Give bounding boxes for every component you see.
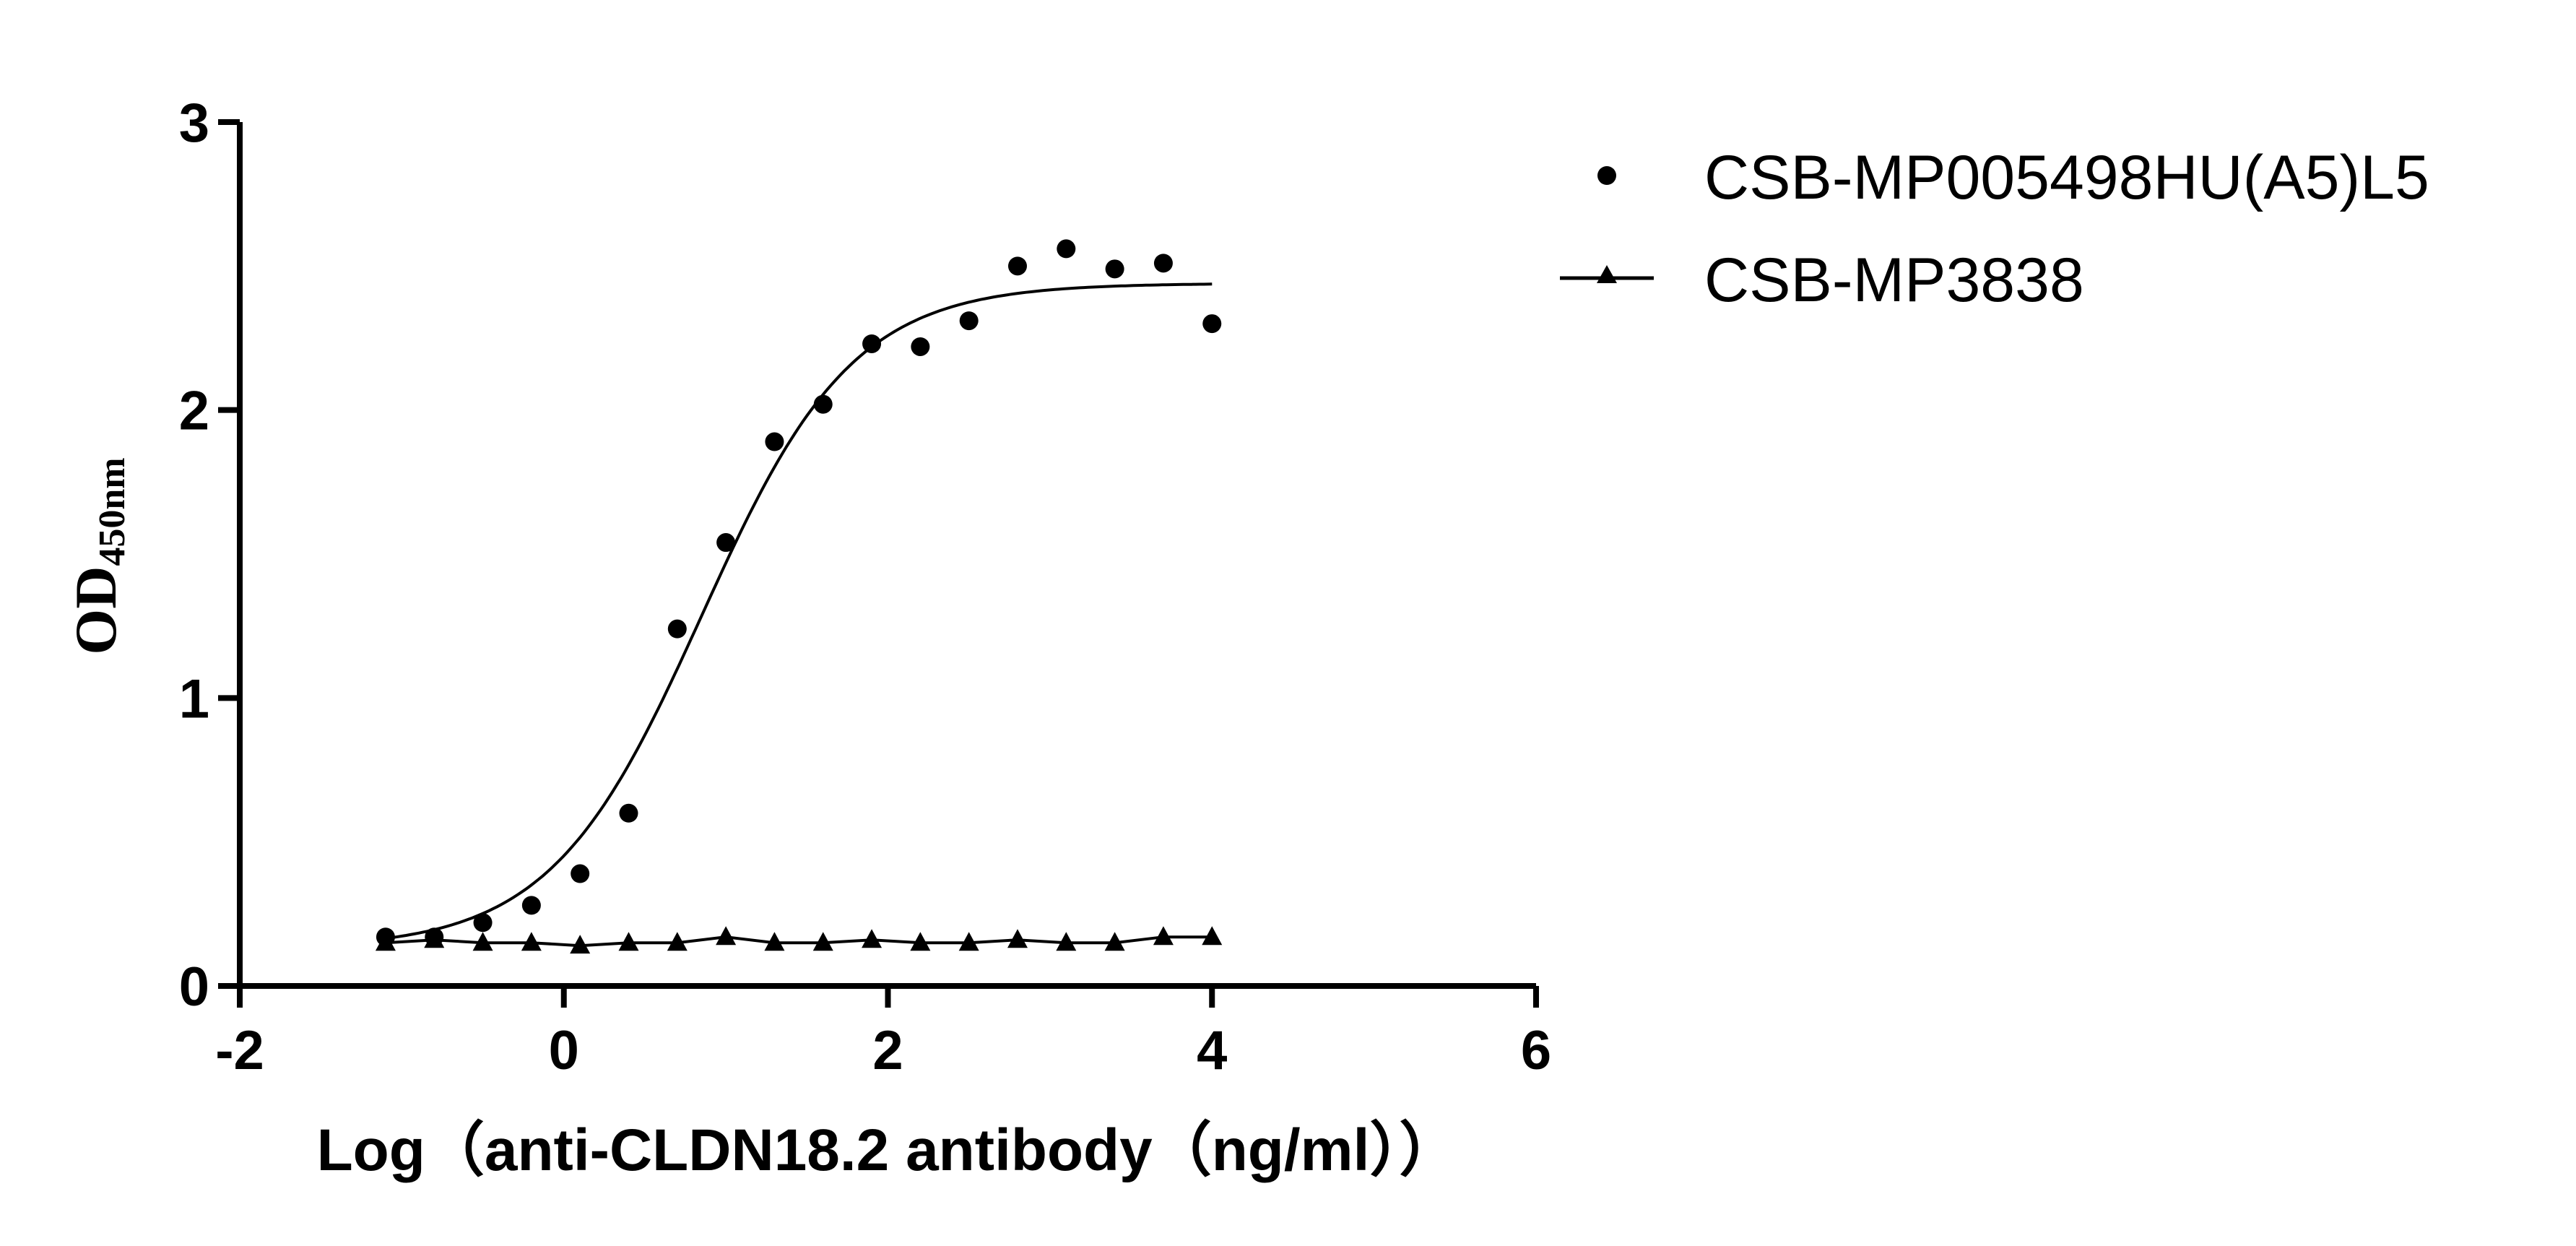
point-series-0 xyxy=(1057,239,1076,259)
y-axis-label: OD450nm xyxy=(63,457,133,654)
point-series-1 xyxy=(764,932,785,951)
line-series-1 xyxy=(385,935,1213,948)
point-series-1 xyxy=(570,935,591,954)
point-series-1 xyxy=(1056,932,1077,951)
point-series-0 xyxy=(911,337,930,356)
point-series-0 xyxy=(1008,256,1027,276)
y-tick-label: 1 xyxy=(179,668,209,730)
legend: CSB-MP005498HU(A5)L5 CSB-MP3838 xyxy=(1560,143,2429,315)
point-series-1 xyxy=(1153,926,1174,946)
point-series-1 xyxy=(716,926,737,946)
point-series-0 xyxy=(862,334,882,353)
x-tick-label: 4 xyxy=(1197,1020,1227,1081)
point-series-0 xyxy=(521,896,541,915)
y-axis-label-main: OD xyxy=(63,566,129,655)
point-series-1 xyxy=(862,929,882,948)
point-series-1 xyxy=(958,932,979,951)
legend-label-0: CSB-MP005498HU(A5)L5 xyxy=(1704,143,2429,212)
legend-marker-circle xyxy=(1597,166,1616,185)
marks xyxy=(375,239,1223,954)
y-axis-label-sub: 450nm xyxy=(92,457,133,566)
legend-marker-triangle xyxy=(1597,265,1617,283)
point-series-1 xyxy=(1007,929,1028,948)
point-series-0 xyxy=(959,311,979,331)
point-series-0 xyxy=(1202,314,1222,334)
x-tick-label: 2 xyxy=(872,1020,903,1081)
point-series-1 xyxy=(472,932,493,951)
point-series-0 xyxy=(1105,259,1124,279)
point-series-0 xyxy=(619,803,638,823)
y-tick-label: 0 xyxy=(179,956,209,1018)
y-tick-label: 3 xyxy=(179,92,209,154)
point-series-1 xyxy=(1202,926,1223,946)
point-series-0 xyxy=(765,432,784,451)
point-series-1 xyxy=(812,932,833,951)
legend-label-1: CSB-MP3838 xyxy=(1704,246,2084,315)
x-tick-label: -2 xyxy=(215,1020,264,1081)
point-series-0 xyxy=(716,533,736,553)
point-series-1 xyxy=(618,932,639,951)
point-series-0 xyxy=(813,394,833,414)
point-series-1 xyxy=(667,932,688,951)
point-series-1 xyxy=(1104,932,1125,951)
point-series-1 xyxy=(375,932,396,951)
x-axis-label: Log（anti-CLDN18.2 antibody（ng/ml）） xyxy=(317,1117,1459,1183)
point-series-0 xyxy=(473,913,493,933)
point-series-1 xyxy=(424,929,445,948)
x-tick-label: 0 xyxy=(549,1020,579,1081)
y-tick-label: 2 xyxy=(179,381,209,442)
point-series-0 xyxy=(571,864,590,883)
point-series-1 xyxy=(521,932,542,951)
x-tick-label: 6 xyxy=(1521,1020,1551,1081)
point-series-0 xyxy=(1153,254,1173,273)
point-series-0 xyxy=(667,619,687,639)
point-series-1 xyxy=(910,932,931,951)
fit-curve-series-0 xyxy=(385,282,1213,940)
